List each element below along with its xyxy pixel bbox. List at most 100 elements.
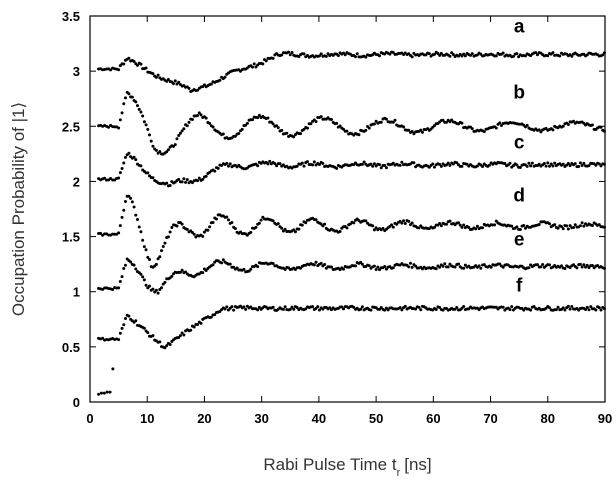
point-series-c — [228, 162, 232, 166]
point-series-d — [130, 200, 134, 204]
point-series-f — [178, 334, 182, 338]
point-series-f — [257, 305, 261, 309]
point-series-d — [565, 224, 569, 228]
point-series-c — [213, 169, 217, 173]
point-series-e — [560, 264, 564, 268]
point-series-f — [341, 307, 345, 311]
point-series-c — [201, 177, 205, 181]
point-series-b — [135, 104, 139, 108]
point-series-f — [295, 306, 299, 310]
point-series-d — [462, 223, 466, 227]
point-series-d — [417, 226, 421, 230]
point-series-d — [148, 257, 152, 261]
point-series-e — [220, 261, 224, 265]
point-series-e — [376, 265, 380, 269]
point-series-b — [299, 132, 303, 136]
point-series-d — [390, 223, 394, 227]
point-series-a — [252, 62, 256, 66]
point-series-c — [529, 164, 533, 168]
point-series-e — [547, 263, 551, 267]
point-series-c — [542, 161, 546, 165]
point-extra — [97, 392, 101, 396]
point-series-a — [448, 54, 452, 58]
point-series-b — [137, 107, 141, 111]
point-series-f — [256, 308, 260, 312]
series-label-a: a — [514, 17, 525, 38]
point-series-d — [230, 221, 234, 225]
point-series-a — [264, 59, 268, 63]
point-series-a — [546, 54, 550, 58]
point-series-a — [501, 51, 505, 55]
point-series-e — [139, 272, 143, 276]
point-series-b — [329, 118, 333, 122]
point-series-e — [378, 268, 382, 272]
point-series-f — [223, 307, 227, 311]
point-series-d — [580, 221, 584, 225]
point-series-f — [352, 305, 356, 309]
point-series-e — [111, 287, 115, 291]
point-series-d — [556, 226, 560, 230]
point-series-d — [132, 205, 136, 209]
point-series-d — [457, 221, 461, 225]
point-series-a — [187, 86, 191, 90]
point-series-d — [582, 224, 586, 228]
point-series-e — [434, 267, 438, 271]
point-series-b — [197, 111, 201, 115]
point-series-d — [518, 227, 522, 231]
x-tick-label: 10 — [140, 411, 154, 426]
point-series-b — [384, 117, 388, 121]
point-series-f — [599, 308, 603, 312]
point-series-a — [602, 51, 606, 55]
point-series-b — [256, 116, 260, 120]
point-series-d — [439, 224, 443, 228]
point-series-c — [281, 163, 285, 167]
point-series-e — [271, 262, 275, 266]
x-tick-label: 0 — [86, 411, 93, 426]
point-series-e — [457, 262, 461, 266]
point-series-d — [590, 223, 594, 227]
point-series-f — [587, 308, 591, 312]
point-series-b — [590, 123, 594, 127]
point-series-d — [419, 224, 423, 228]
point-series-b — [166, 148, 170, 152]
point-series-d — [137, 225, 141, 229]
point-series-a — [439, 51, 443, 55]
point-series-b — [393, 118, 397, 122]
point-series-d — [573, 223, 577, 227]
point-series-b — [148, 133, 152, 137]
point-series-b — [190, 118, 194, 122]
point-series-b — [391, 120, 395, 124]
point-series-c — [177, 177, 181, 181]
point-series-b — [123, 96, 127, 100]
point-series-a — [432, 52, 436, 56]
point-series-a — [132, 60, 136, 64]
point-series-a — [139, 62, 143, 66]
x-axis-title-unit: [ns] — [404, 455, 431, 474]
point-series-d — [458, 223, 462, 227]
point-series-c — [561, 162, 565, 166]
point-series-b — [117, 126, 121, 130]
point-series-b — [175, 137, 179, 141]
point-series-f — [398, 306, 402, 310]
point-series-d — [553, 223, 557, 227]
point-series-d — [161, 244, 165, 248]
point-series-f — [127, 314, 131, 318]
point-series-f — [403, 304, 407, 308]
x-axis-title-main: Rabi Pulse Time t — [263, 455, 396, 474]
point-series-a — [523, 54, 527, 58]
x-tick-label: 60 — [426, 411, 440, 426]
point-series-e — [602, 266, 606, 270]
point-series-a — [517, 55, 521, 59]
point-series-e — [118, 280, 122, 284]
point-series-f — [455, 305, 459, 309]
point-series-a — [172, 82, 176, 86]
point-series-e — [462, 266, 466, 270]
point-series-c — [180, 180, 184, 184]
point-series-e — [256, 265, 260, 269]
point-series-f — [434, 308, 438, 312]
plot-frame — [89, 15, 606, 403]
point-series-c — [566, 162, 570, 166]
point-series-d — [345, 226, 349, 230]
point-series-a — [355, 52, 359, 56]
point-series-c — [378, 163, 382, 167]
